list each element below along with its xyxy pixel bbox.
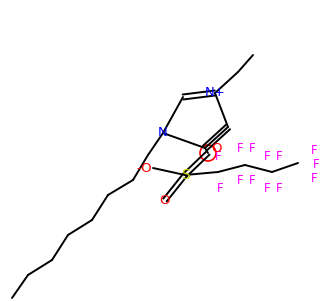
Text: F: F bbox=[237, 142, 243, 156]
Text: O: O bbox=[160, 194, 170, 206]
Text: F: F bbox=[264, 182, 270, 194]
Text: O: O bbox=[211, 141, 221, 154]
Text: F: F bbox=[237, 175, 243, 188]
Text: F: F bbox=[311, 144, 317, 157]
Text: F: F bbox=[276, 150, 282, 163]
Text: F: F bbox=[264, 150, 270, 163]
Text: F: F bbox=[217, 182, 223, 194]
Text: S: S bbox=[181, 168, 189, 182]
Text: F: F bbox=[215, 150, 221, 163]
Text: F: F bbox=[249, 175, 255, 188]
Text: -O: -O bbox=[136, 162, 152, 175]
Text: N: N bbox=[158, 126, 168, 139]
Text: F: F bbox=[276, 182, 282, 194]
Text: F: F bbox=[249, 142, 255, 156]
Text: F: F bbox=[311, 172, 317, 185]
Text: F: F bbox=[313, 159, 319, 172]
Text: N+: N+ bbox=[205, 86, 225, 100]
